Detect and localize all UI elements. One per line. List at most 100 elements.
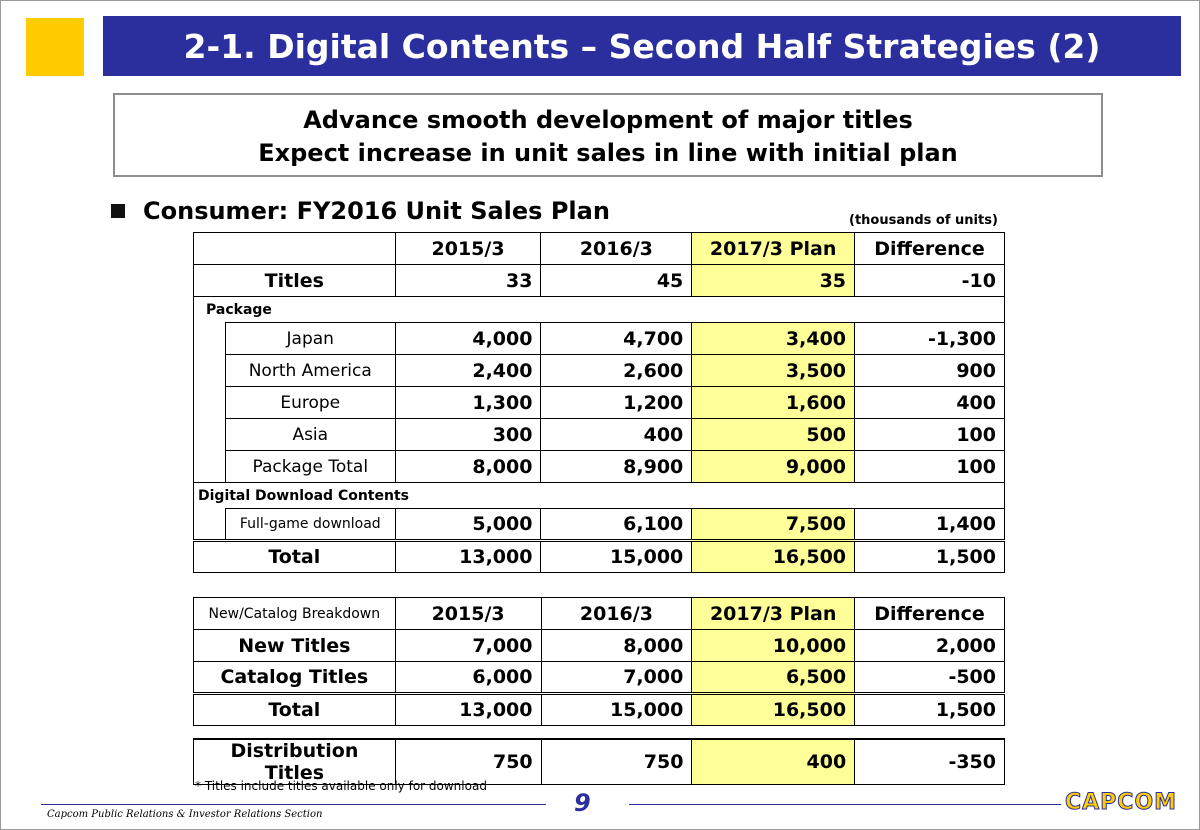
table-cell: 10,000 bbox=[691, 629, 856, 662]
table-cell: 1,400 bbox=[854, 508, 1005, 541]
table-cell: 4,700 bbox=[540, 322, 693, 355]
row-label: Asia bbox=[224, 418, 396, 451]
header-cell: Difference bbox=[854, 232, 1005, 265]
table-cell: 2,000 bbox=[854, 629, 1005, 662]
table-cell: 7,500 bbox=[691, 508, 856, 541]
table-row-titles: Titles 33 45 35 -10 bbox=[193, 264, 1005, 297]
table-cell: 16,500 bbox=[691, 539, 856, 573]
table-cell: 1,300 bbox=[394, 386, 542, 419]
header-cell: 2015/3 bbox=[394, 597, 542, 630]
capcom-logo: CAPCOM bbox=[1064, 790, 1178, 816]
section-row-digital: Digital Download Contents bbox=[193, 482, 1005, 509]
table-cell: 15,000 bbox=[540, 539, 693, 573]
units-note: (thousands of units) bbox=[849, 213, 998, 228]
table-cell: 1,600 bbox=[691, 386, 856, 419]
table-cell: 6,100 bbox=[540, 508, 693, 541]
footer-divider bbox=[629, 804, 1061, 805]
table-cell: 16,500 bbox=[691, 692, 856, 726]
table-cell: 2,600 bbox=[540, 354, 693, 387]
table-cell: 13,000 bbox=[394, 539, 542, 573]
footnote: * Titles include titles available only f… bbox=[195, 779, 487, 793]
table-cell: 900 bbox=[854, 354, 1005, 387]
table-cell: -1,300 bbox=[854, 322, 1005, 355]
distribution-table: Distribution Titles 750 750 400 -350 bbox=[193, 738, 1005, 785]
table-cell: 1,500 bbox=[854, 692, 1005, 726]
row-label: Japan bbox=[224, 322, 396, 355]
header-cell: 2017/3 Plan bbox=[691, 597, 856, 630]
table-cell: 750 bbox=[394, 738, 542, 785]
section-label: Digital Download Contents bbox=[193, 482, 1005, 509]
summary-line-1: Advance smooth development of major titl… bbox=[303, 106, 913, 134]
summary-line-2: Expect increase in unit sales in line wi… bbox=[258, 139, 958, 167]
table-row: Distribution Titles 750 750 400 -350 bbox=[193, 738, 1005, 785]
row-label: Total bbox=[193, 539, 396, 573]
row-label: Titles bbox=[193, 264, 396, 297]
table-cell: 8,000 bbox=[394, 450, 542, 483]
table-cell: 33 bbox=[394, 264, 542, 297]
table-row: Japan 4,000 4,700 3,400 -1,300 bbox=[193, 322, 1005, 355]
row-label: Distribution Titles bbox=[193, 738, 396, 785]
header-cell: 2017/3 Plan bbox=[691, 232, 856, 265]
table-row-total: Total 13,000 15,000 16,500 1,500 bbox=[193, 539, 1005, 573]
table-cell: 750 bbox=[540, 738, 693, 785]
table-cell: 35 bbox=[691, 264, 856, 297]
new-catalog-table: New/Catalog Breakdown 2015/3 2016/3 2017… bbox=[193, 597, 1005, 726]
table-cell: 8,900 bbox=[540, 450, 693, 483]
header-label: New/Catalog Breakdown bbox=[193, 597, 396, 630]
table-cell: 6,500 bbox=[691, 661, 856, 694]
table-cell: 6,000 bbox=[394, 661, 542, 694]
section-row-package: Package bbox=[193, 296, 1005, 323]
section-label: Package bbox=[193, 296, 1005, 323]
page-number: 9 bbox=[574, 789, 591, 817]
row-label: Full-game download bbox=[224, 508, 396, 541]
footer-divider bbox=[41, 804, 546, 805]
table-row: North America 2,400 2,600 3,500 900 bbox=[193, 354, 1005, 387]
table-cell: 400 bbox=[854, 386, 1005, 419]
table-cell: 9,000 bbox=[691, 450, 856, 483]
table-cell: -500 bbox=[854, 661, 1005, 694]
table-cell: 1,500 bbox=[854, 539, 1005, 573]
header-cell: 2016/3 bbox=[540, 597, 693, 630]
table-cell: 400 bbox=[540, 418, 693, 451]
header-cell: 2015/3 bbox=[394, 232, 542, 265]
table-cell: 8,000 bbox=[540, 629, 693, 662]
section-heading: Consumer: FY2016 Unit Sales Plan bbox=[111, 197, 610, 225]
table-row: Catalog Titles 6,000 7,000 6,500 -500 bbox=[193, 661, 1005, 694]
table-row: Europe 1,300 1,200 1,600 400 bbox=[193, 386, 1005, 419]
row-label: Total bbox=[193, 692, 396, 726]
table-header-row: 2015/3 2016/3 2017/3 Plan Difference bbox=[193, 232, 1005, 265]
header-cell: Difference bbox=[854, 597, 1005, 630]
table-cell: 13,000 bbox=[394, 692, 542, 726]
table-cell: 2,400 bbox=[394, 354, 542, 387]
header-cell: 2016/3 bbox=[540, 232, 693, 265]
unit-sales-table: 2015/3 2016/3 2017/3 Plan Difference Tit… bbox=[193, 232, 1005, 573]
table-cell: 15,000 bbox=[540, 692, 693, 726]
row-label: New Titles bbox=[193, 629, 396, 662]
table-cell: 3,500 bbox=[691, 354, 856, 387]
table-cell: 300 bbox=[394, 418, 542, 451]
table-cell: 7,000 bbox=[394, 629, 542, 662]
row-label: North America bbox=[224, 354, 396, 387]
row-label: Catalog Titles bbox=[193, 661, 396, 694]
square-bullet-icon bbox=[111, 204, 125, 218]
table-row: Asia 300 400 500 100 bbox=[193, 418, 1005, 451]
table-cell: 100 bbox=[854, 450, 1005, 483]
table-cell: 45 bbox=[540, 264, 693, 297]
footer-text: Capcom Public Relations & Investor Relat… bbox=[47, 809, 323, 820]
summary-box: Advance smooth development of major titl… bbox=[113, 93, 1103, 177]
yellow-accent-block bbox=[26, 18, 84, 76]
table-cell: -10 bbox=[854, 264, 1005, 297]
table-row-total: Total 13,000 15,000 16,500 1,500 bbox=[193, 692, 1005, 726]
table-cell: 1,200 bbox=[540, 386, 693, 419]
table-row: Package Total 8,000 8,900 9,000 100 bbox=[193, 450, 1005, 483]
row-label: Package Total bbox=[224, 450, 396, 483]
table-cell: 100 bbox=[854, 418, 1005, 451]
table-cell: 4,000 bbox=[394, 322, 542, 355]
table-cell: 5,000 bbox=[394, 508, 542, 541]
row-label: Europe bbox=[224, 386, 396, 419]
table-cell: 3,400 bbox=[691, 322, 856, 355]
table-cell: -350 bbox=[854, 738, 1005, 785]
slide-title: 2-1. Digital Contents – Second Half Stra… bbox=[103, 16, 1181, 76]
table-cell: 7,000 bbox=[540, 661, 693, 694]
